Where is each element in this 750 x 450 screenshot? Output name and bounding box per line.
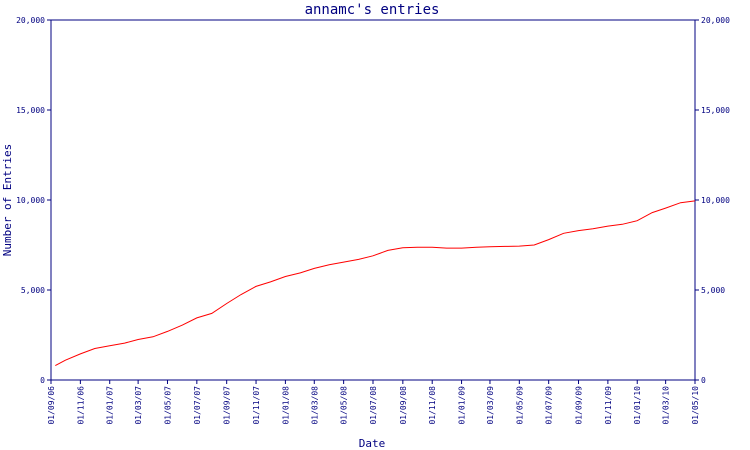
x-tick-label: 01/09/09 (575, 386, 584, 425)
y-tick-label-right: 5,000 (701, 286, 725, 295)
x-tick-label: 01/05/10 (691, 386, 700, 425)
x-tick-label: 01/07/08 (369, 386, 378, 425)
x-tick-label: 01/03/08 (310, 386, 319, 425)
x-tick-label: 01/01/07 (106, 386, 115, 425)
y-tick-label-left: 10,000 (16, 196, 45, 205)
chart-title: annamc's entries (305, 2, 440, 18)
x-tick-label: 01/03/09 (486, 386, 495, 425)
y-tick-label-right: 15,000 (701, 106, 730, 115)
x-tick-label: 01/03/07 (134, 386, 143, 425)
x-tick-label: 01/09/06 (47, 386, 56, 425)
x-tick-label: 01/05/09 (515, 386, 524, 425)
y-tick-label-left: 0 (40, 376, 45, 385)
y-tick-label-left: 20,000 (16, 16, 45, 25)
series-layer (55, 200, 696, 367)
y-tick-label-right: 10,000 (701, 196, 730, 205)
x-axis-label: Date (359, 437, 386, 450)
plot-frame (50, 19, 696, 381)
x-axis-ticks: 01/09/06 01/11/06 01/01/07 01/03/07 01/05/07… (47, 380, 700, 425)
x-tick-label: 01/01/10 (633, 386, 642, 425)
x-tick-label: 01/05/07 (163, 386, 172, 425)
x-tick-label: 01/07/09 (545, 386, 554, 425)
x-tick-label: 01/03/10 (662, 386, 671, 425)
y-tick-label-left: 5,000 (21, 286, 45, 295)
y-tick-label-right: 0 (701, 376, 706, 385)
y-tick-label-right: 20,000 (701, 16, 730, 25)
series-line (55, 200, 696, 367)
x-tick-label: 01/11/06 (76, 386, 85, 425)
x-tick-label: 01/11/09 (604, 386, 613, 425)
x-tick-label: 01/09/07 (223, 386, 232, 425)
y-tick-label-left: 15,000 (16, 106, 45, 115)
x-tick-label: 01/01/08 (281, 386, 290, 425)
x-tick-label: 01/01/09 (458, 386, 467, 425)
x-tick-label: 01/11/07 (252, 386, 261, 425)
x-tick-label: 01/09/08 (399, 386, 408, 425)
x-tick-label: 01/05/08 (340, 386, 349, 425)
y-axis-right-ticks: 0 5,000 10,000 15,000 20,000 (695, 16, 730, 385)
x-tick-label: 01/11/08 (428, 386, 437, 425)
x-tick-label: 01/07/07 (193, 386, 202, 425)
y-axis-left-ticks: 0 5,000 10,000 15,000 20,000 (16, 16, 51, 385)
y-axis-label: Number of Entries (1, 144, 14, 257)
